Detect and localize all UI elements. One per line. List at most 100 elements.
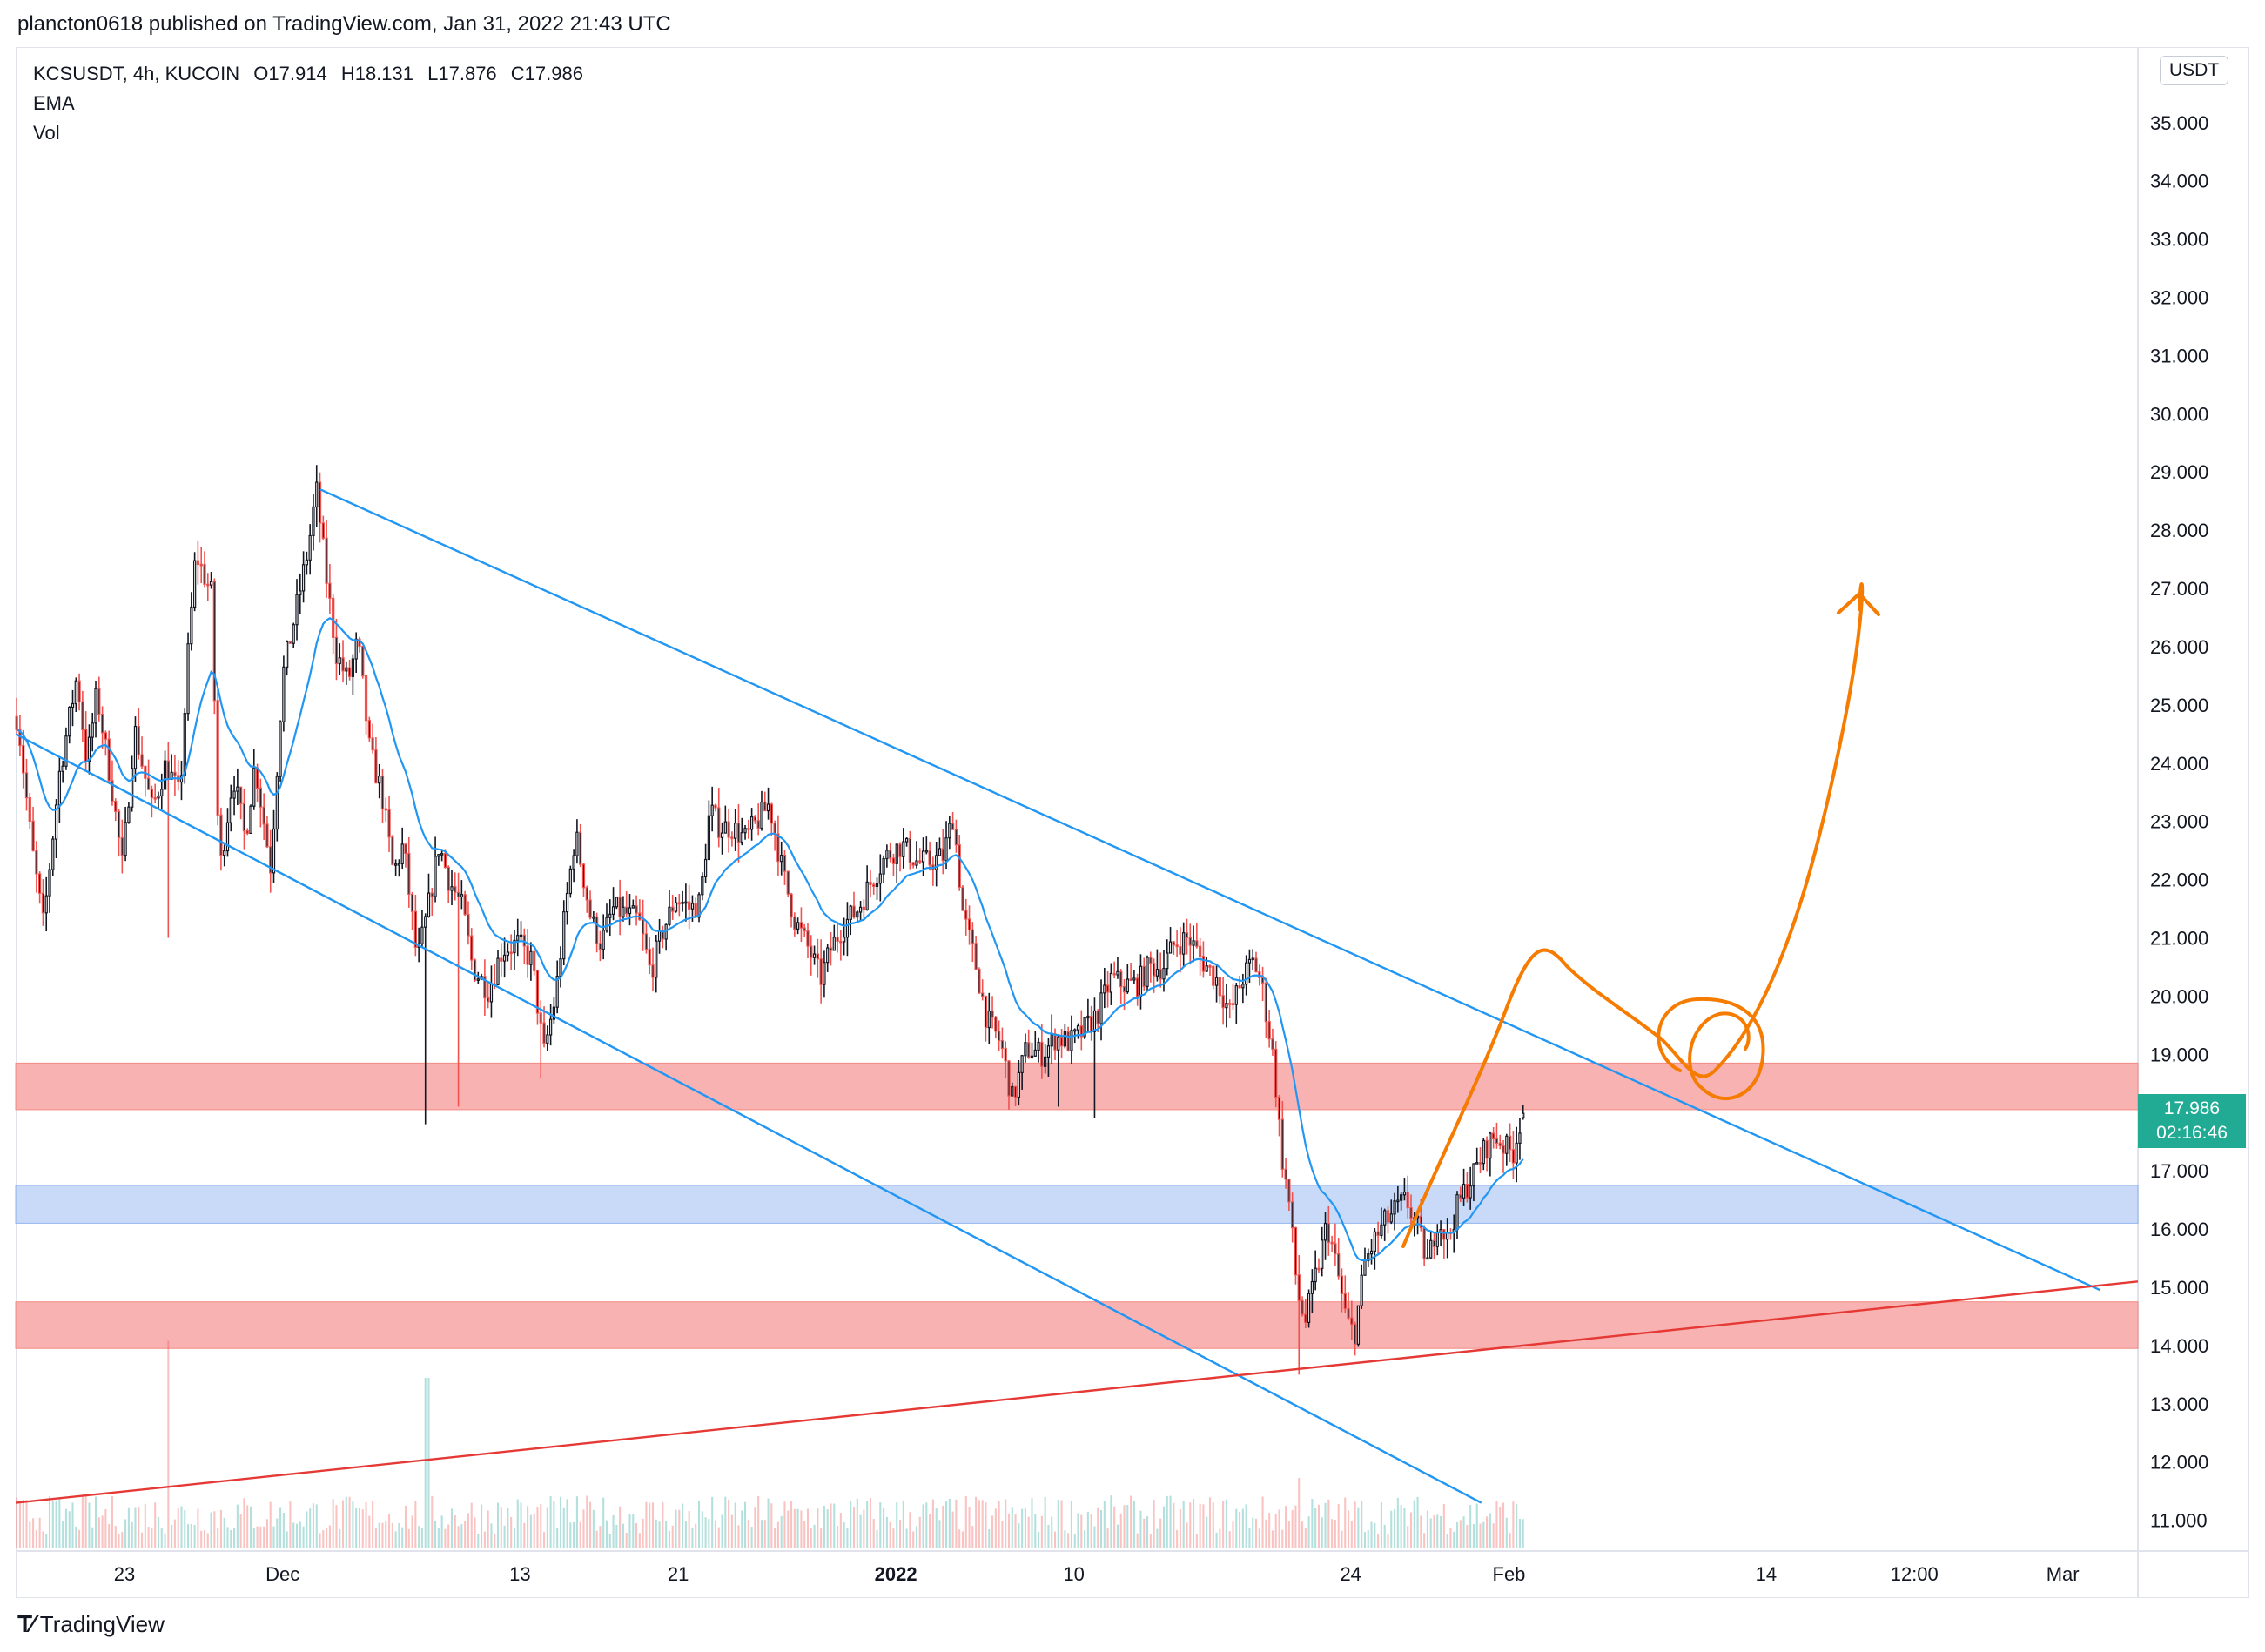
candle-body [1238, 985, 1241, 989]
volume-bar [837, 1525, 839, 1548]
price-tick-label: 24.000 [2150, 753, 2208, 775]
volume-bar [94, 1496, 97, 1548]
candle-body [1109, 972, 1113, 993]
volume-bar [991, 1515, 994, 1548]
time-tick-label: 14 [1756, 1563, 1777, 1585]
volume-bar [328, 1525, 331, 1548]
volume-bar [1311, 1499, 1314, 1548]
volume-bar [850, 1501, 852, 1548]
legend-symbol: KCSUSDT, 4h, KUCOIN [33, 63, 240, 84]
volume-bar [503, 1525, 506, 1548]
volume-bar [1179, 1508, 1181, 1548]
volume-bar [147, 1527, 150, 1548]
projection-loop [1657, 997, 1765, 1101]
volume-bar [1407, 1526, 1409, 1548]
candle-body [872, 883, 876, 887]
volume-bar [708, 1519, 710, 1548]
candle-body [1340, 1275, 1344, 1295]
volume-bar [249, 1506, 252, 1548]
volume-bar [810, 1528, 812, 1548]
volume-bar [774, 1527, 776, 1548]
volume-bar [239, 1514, 242, 1548]
candle-body [28, 796, 31, 822]
volume-bar [1225, 1499, 1227, 1548]
candle-body [345, 667, 348, 672]
volume-bar [246, 1505, 249, 1548]
candle-body [1129, 978, 1132, 982]
price-unit-button[interactable]: USDT [2160, 56, 2229, 85]
volume-bar [1208, 1497, 1212, 1548]
volume-bar [345, 1496, 347, 1548]
volume-bar [843, 1522, 845, 1548]
candle-body [295, 594, 299, 626]
candle-body [206, 583, 210, 587]
volume-bar [312, 1503, 314, 1548]
volume-bar [1051, 1516, 1053, 1548]
volume-bar [1219, 1528, 1221, 1548]
volume-bar [1001, 1521, 1004, 1548]
candle-body [763, 801, 767, 812]
volume-bar [45, 1534, 48, 1548]
volume-bar [605, 1520, 608, 1548]
time-tick-label: 13 [509, 1563, 530, 1585]
volume-bar [1070, 1501, 1072, 1548]
volume-bar [691, 1527, 694, 1548]
volume-bar [1446, 1534, 1448, 1548]
candle-body [467, 913, 470, 937]
volume-bar [513, 1528, 515, 1548]
candle-body [1363, 1259, 1367, 1276]
projection-layer [1401, 582, 1880, 1248]
volume-bar [187, 1524, 190, 1548]
candle-body [1000, 1039, 1005, 1050]
candle-body [562, 910, 566, 960]
last-price-value: 17.986 [2163, 1098, 2221, 1119]
trendlines-layer [15, 488, 2139, 1504]
time-axis: 23 Dec 13 21 2022 10 24 Feb 14 12:00 Mar [114, 1563, 2080, 1585]
candle-body [259, 787, 263, 808]
candle-body [542, 1022, 546, 1044]
volume-bar [263, 1526, 265, 1548]
legend-low: L17.876 [427, 63, 497, 84]
candle-body [1030, 1055, 1034, 1058]
volume-bar [866, 1501, 869, 1548]
volume-bar [1228, 1531, 1231, 1548]
volume-bar [206, 1533, 209, 1548]
volume-bar [487, 1510, 489, 1548]
volume-bar [1304, 1528, 1307, 1548]
time-tick-label: 21 [668, 1563, 689, 1585]
brand[interactable]: T∕ TradingView [17, 1610, 165, 1638]
candle-body [858, 906, 863, 913]
volume-bar [1324, 1502, 1327, 1548]
candle-body [681, 902, 684, 904]
candle-body [64, 735, 68, 767]
candle-body [895, 843, 898, 864]
volume-bar [38, 1517, 41, 1548]
candle-body [1280, 1118, 1284, 1170]
volume-bar [981, 1500, 984, 1548]
volume-bar [1294, 1505, 1297, 1548]
legend-ema[interactable]: EMA [33, 92, 75, 114]
volume-bar [767, 1498, 770, 1548]
candle-body [239, 786, 243, 804]
candle-body [529, 950, 533, 965]
candle-body [605, 917, 608, 931]
volume-bar [1278, 1509, 1280, 1548]
candle-body [921, 850, 925, 863]
candle-body [668, 906, 671, 925]
candle-body [753, 816, 757, 822]
volume-bar [1440, 1515, 1442, 1548]
candle-body [371, 737, 374, 751]
candle-body [483, 976, 487, 999]
volume-bar [823, 1505, 825, 1548]
volume-bar [295, 1523, 299, 1548]
volume-bar [1202, 1504, 1205, 1548]
volume-bar [1199, 1503, 1201, 1548]
price-tick-label: 27.000 [2150, 578, 2208, 600]
candle-body [723, 821, 727, 834]
legend-vol[interactable]: Vol [33, 122, 60, 144]
candle-body [1511, 1149, 1516, 1164]
zones-layer [15, 1062, 2139, 1349]
candle-body [424, 916, 427, 928]
price-tick-label: 33.000 [2150, 229, 2208, 251]
